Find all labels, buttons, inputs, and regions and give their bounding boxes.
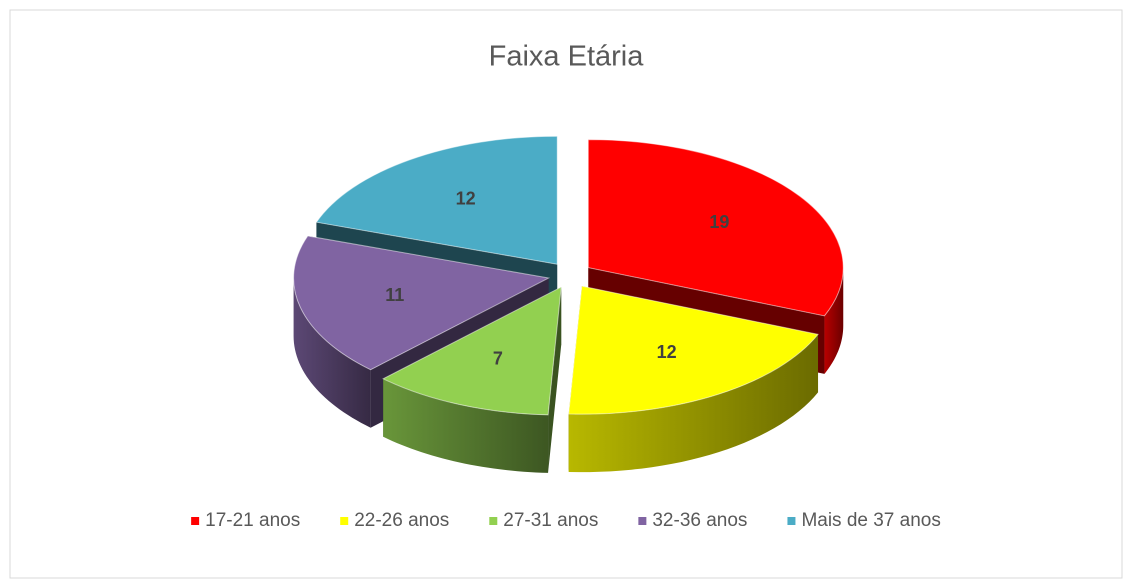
data-label: 7	[493, 349, 503, 369]
slice	[315, 135, 558, 265]
legend-label: 17-21 anos	[205, 510, 300, 531]
slice-outer-wall	[293, 278, 371, 428]
legend-label: Mais de 37 anos	[801, 510, 940, 531]
legend-label: 27-31 anos	[503, 510, 598, 531]
chart-title: Faixa Etária	[489, 41, 645, 73]
slice	[382, 286, 562, 416]
slice	[568, 285, 819, 415]
legend-label: 32-36 anos	[652, 510, 747, 531]
chart-frame	[9, 9, 1123, 579]
legend-swatch	[787, 517, 796, 525]
slice	[293, 235, 551, 371]
tops: 19 12 7 11 12	[293, 135, 844, 416]
data-label: 12	[456, 188, 476, 208]
legend-swatch	[638, 517, 647, 525]
legend-swatch	[489, 517, 498, 525]
slice	[587, 139, 844, 317]
slice-outer-wall	[568, 334, 819, 473]
legend: 17-21 anos 22-26 anos 27-31 anos 32-36 anos…	[191, 510, 941, 531]
legend-swatch	[340, 517, 349, 525]
data-label: 11	[385, 285, 404, 305]
slice-outer-wall	[383, 378, 549, 473]
data-label: 12	[657, 342, 677, 362]
slice-outer-wall	[824, 267, 844, 374]
data-label: 19	[709, 212, 729, 232]
legend-label: 22-26 anos	[354, 510, 449, 531]
legend-swatch	[191, 517, 200, 525]
